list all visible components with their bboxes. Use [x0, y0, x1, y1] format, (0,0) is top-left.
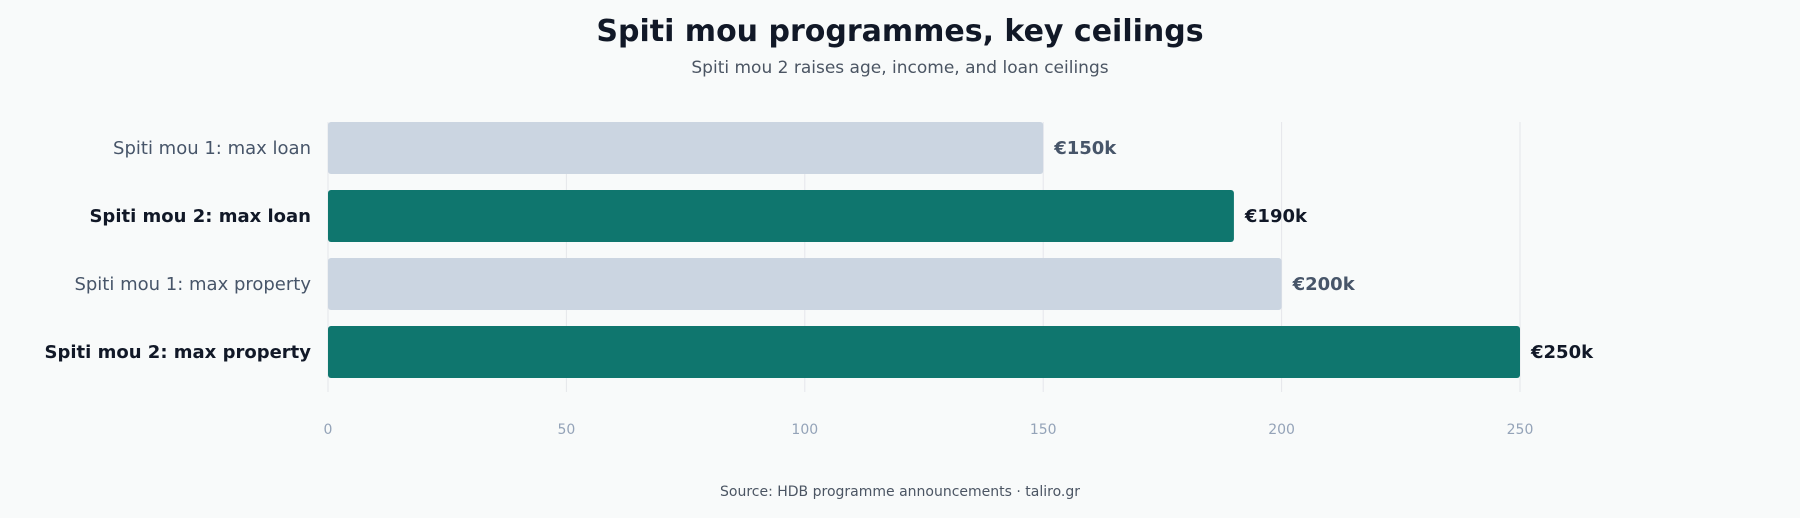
x-tick-label: 100	[791, 422, 818, 438]
x-tick-label: 200	[1268, 422, 1295, 438]
chart-source: Source: HDB programme announcements · ta…	[720, 484, 1080, 500]
category-label: Spiti mou 2: max loan	[89, 206, 311, 227]
value-label: €200k	[1292, 274, 1356, 295]
value-label: €190k	[1244, 206, 1308, 227]
value-label: €250k	[1530, 342, 1594, 363]
bar	[328, 326, 1520, 378]
category-label: Spiti mou 1: max loan	[113, 138, 311, 159]
bar	[328, 258, 1282, 310]
x-tick-label: 50	[557, 422, 575, 438]
value-label: €150k	[1053, 138, 1117, 159]
chart-subtitle: Spiti mou 2 raises age, income, and loan…	[691, 58, 1109, 78]
bar	[328, 190, 1234, 242]
x-tick-label: 0	[324, 422, 333, 438]
bar	[328, 122, 1044, 174]
x-tick-label: 150	[1030, 422, 1057, 438]
x-tick-label: 250	[1507, 422, 1534, 438]
chart-title: Spiti mou programmes, key ceilings	[596, 14, 1204, 49]
category-label: Spiti mou 1: max property	[74, 274, 311, 295]
category-label: Spiti mou 2: max property	[45, 342, 312, 363]
